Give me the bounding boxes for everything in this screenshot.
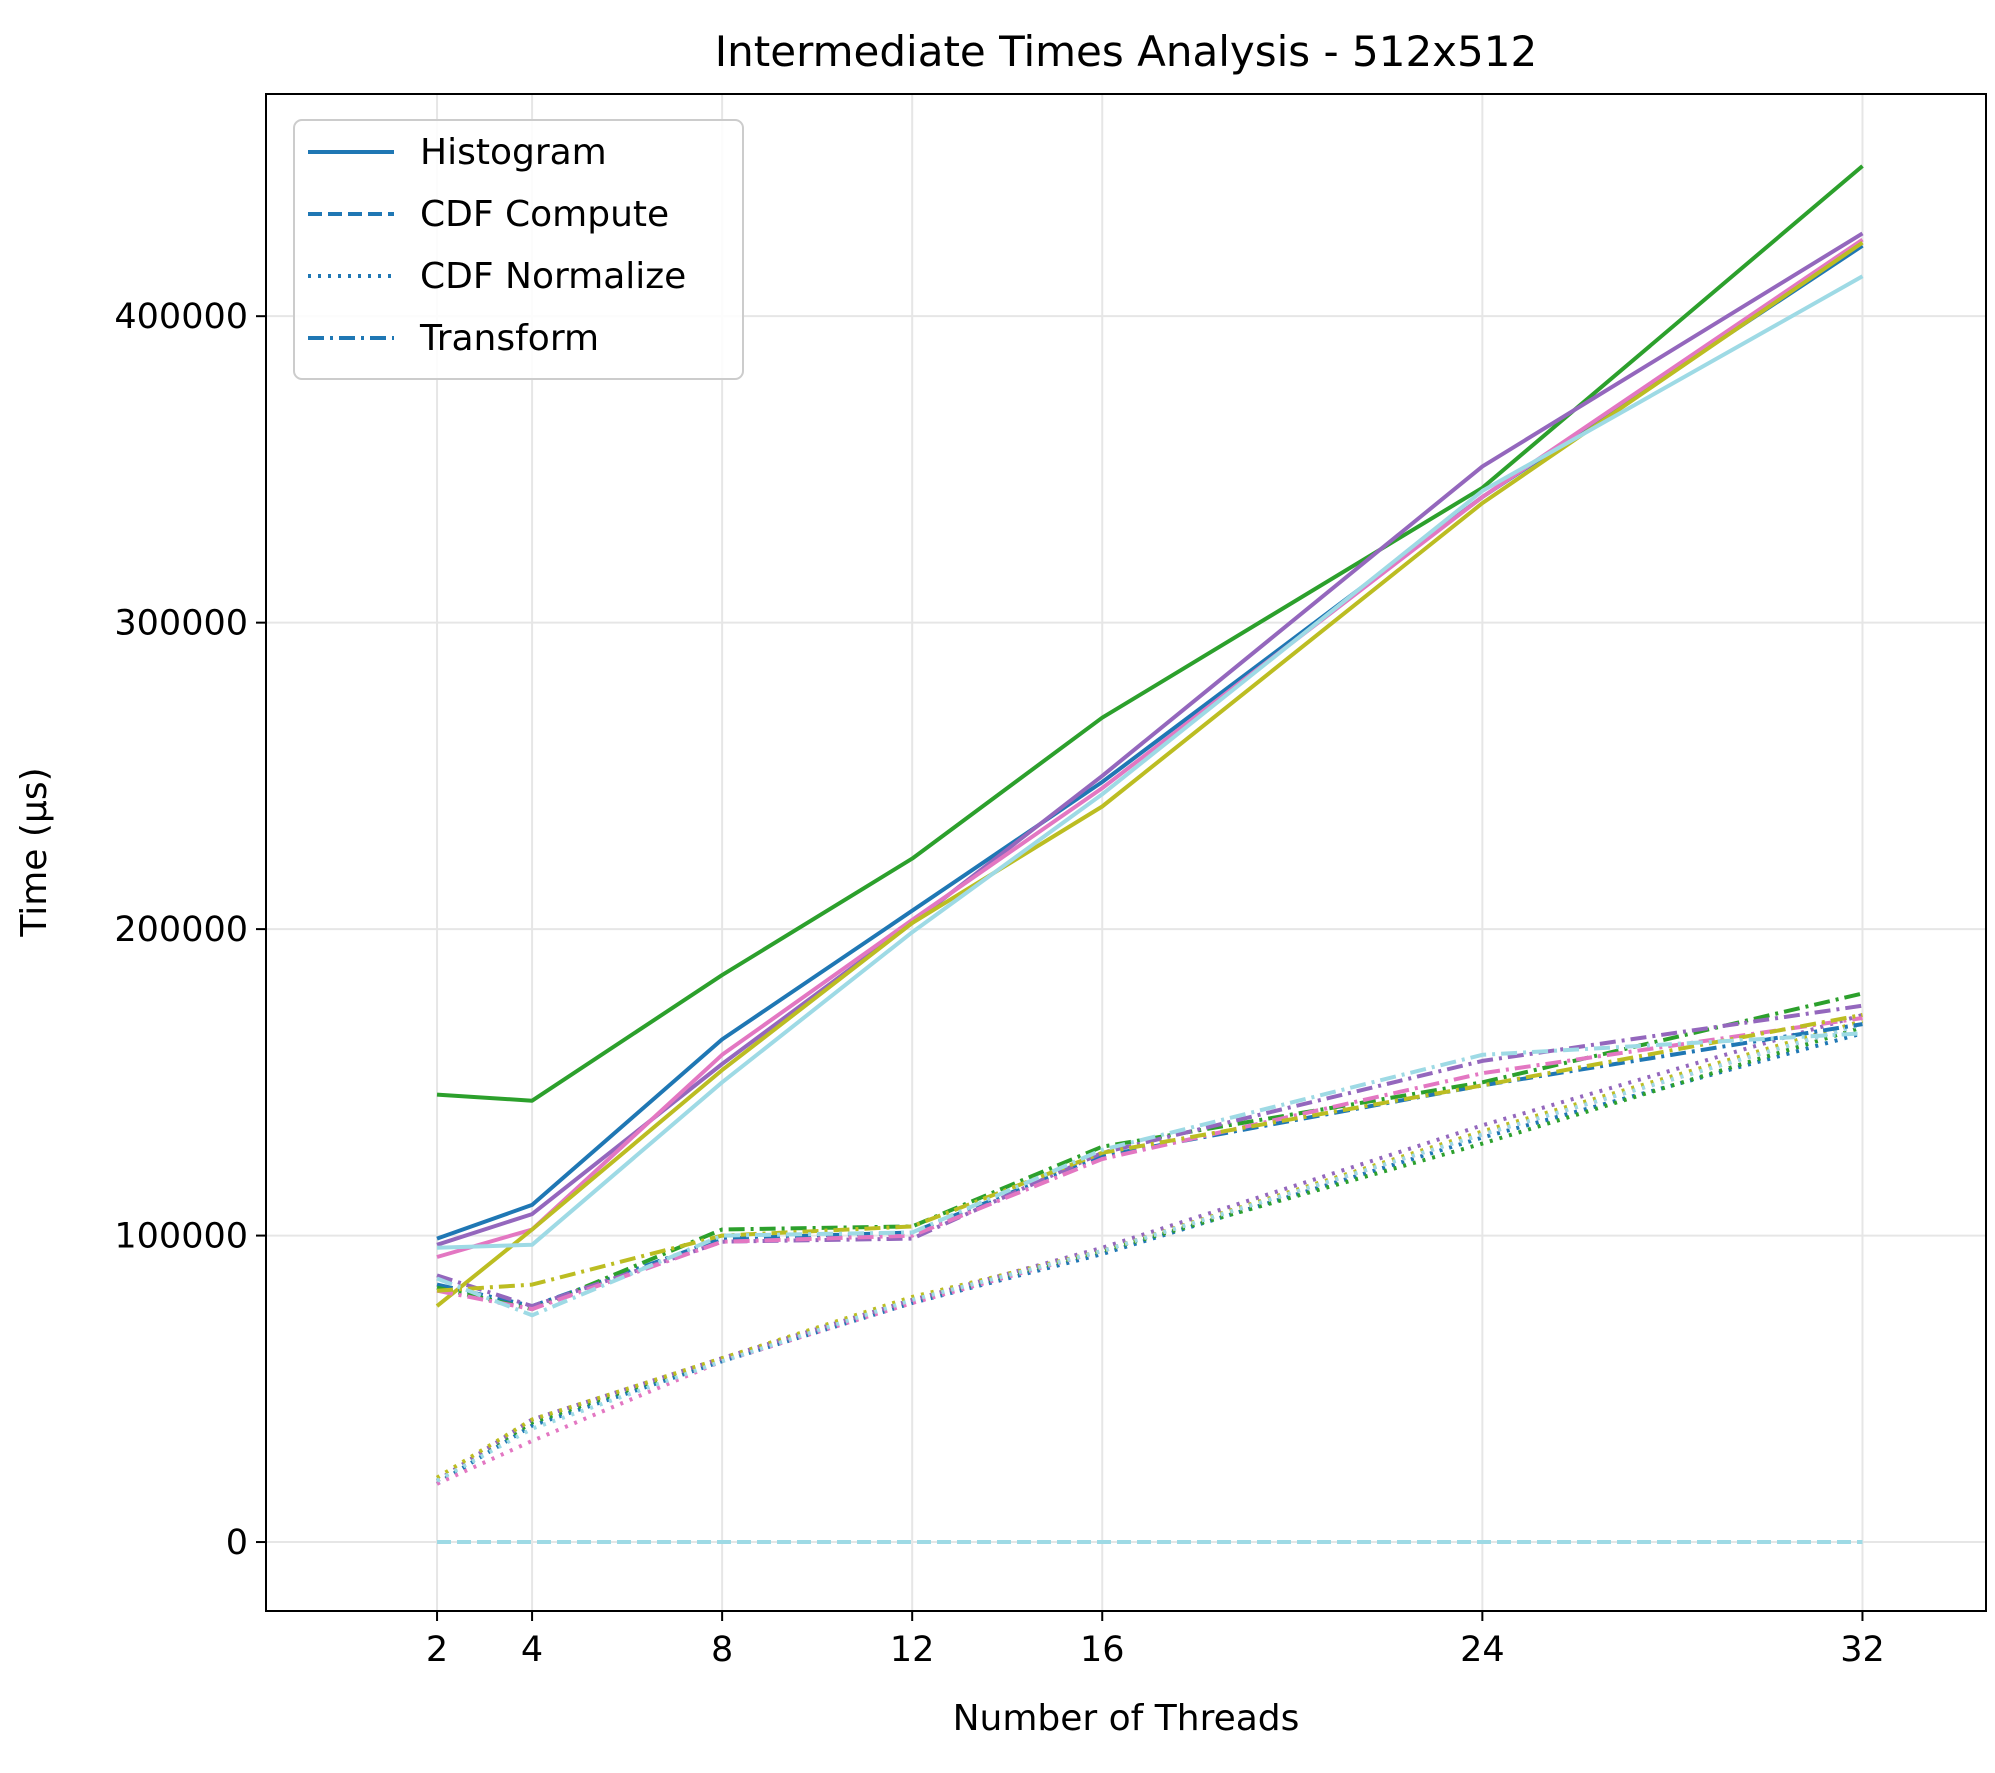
legend-label: CDF Normalize — [420, 256, 686, 297]
y-tick-label: 100000 — [114, 1217, 248, 1257]
y-tick-label: 0 — [226, 1523, 248, 1563]
legend-entries: Histogram CDF Compute CDF Normalize Transfo… — [308, 132, 686, 359]
x-axis-label: Number of Threads — [953, 1698, 1300, 1739]
y-tick-label: 400000 — [114, 297, 248, 337]
series-line-dashdot — [436, 1012, 1863, 1293]
legend-label: Transform — [419, 318, 599, 359]
chart-title: Intermediate Times Analysis - 512x512 — [715, 27, 1537, 76]
series-line-solid — [436, 164, 1864, 1103]
series-line-solid — [436, 274, 1864, 1250]
series-line-dashdot — [436, 1031, 1863, 1318]
series-line-dotted — [435, 1012, 1864, 1483]
x-tick-label: 12 — [890, 1630, 935, 1670]
y-axis-label: Time (µs) — [14, 767, 55, 937]
x-tick-label: 24 — [1460, 1630, 1505, 1670]
x-tick-label: 8 — [711, 1630, 733, 1670]
series-line-dashdot — [436, 1003, 1863, 1309]
series-line-solid — [435, 240, 1864, 1308]
legend-label: CDF Compute — [420, 194, 669, 235]
x-axis-ticks: 2 4 8 12 16 24 32 — [426, 1611, 1885, 1670]
legend-label: Histogram — [420, 132, 607, 173]
x-tick-label: 32 — [1840, 1630, 1885, 1670]
y-tick-label: 200000 — [114, 910, 248, 950]
y-tick-label: 300000 — [114, 604, 248, 644]
series-line-dotted — [435, 1031, 1864, 1486]
legend-box — [293, 119, 744, 380]
x-tick-label: 2 — [426, 1630, 448, 1670]
x-tick-label: 4 — [521, 1630, 543, 1670]
plot-frame — [265, 93, 1987, 1612]
legend: Histogram CDF Compute CDF Normalize Transfo… — [293, 119, 744, 380]
series-line-dashdot — [436, 1016, 1863, 1312]
series-line-dotted — [435, 1019, 1864, 1480]
series-lines — [435, 164, 1864, 1544]
x-tick-label: 16 — [1080, 1630, 1125, 1670]
y-axis-ticks: 0 100000 200000 300000 400000 — [114, 297, 266, 1563]
